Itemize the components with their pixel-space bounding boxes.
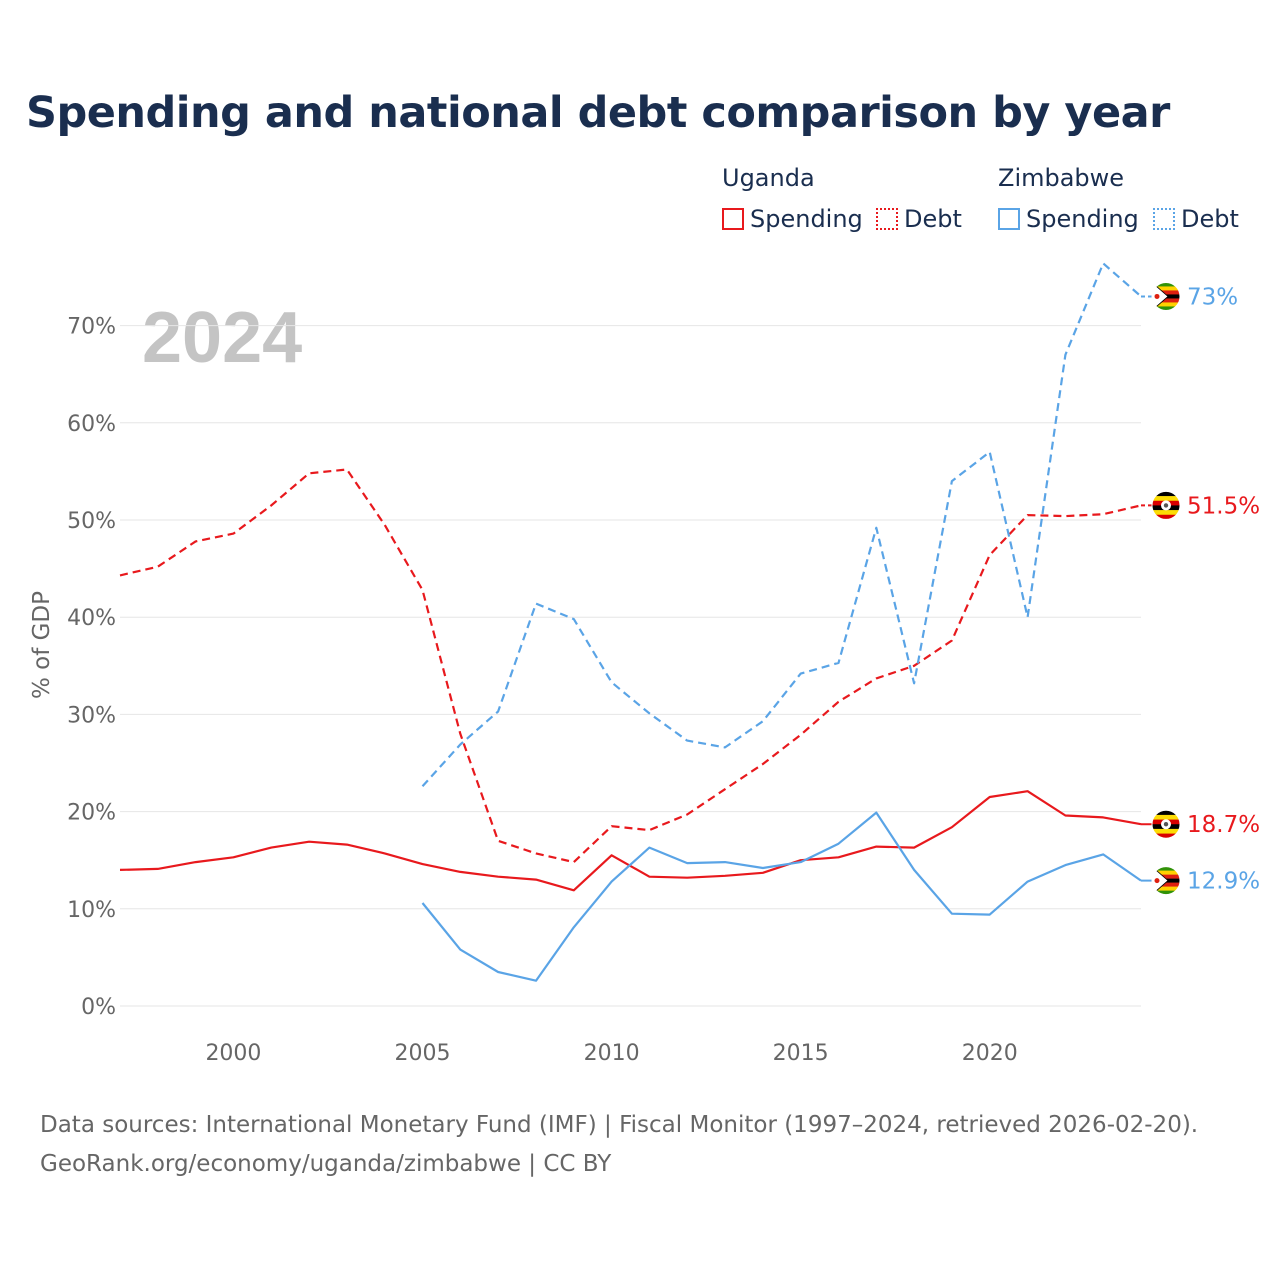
legend-swatch-solid-red <box>722 208 744 230</box>
y-tick-label: 60% <box>67 412 116 437</box>
zimbabwe-flag-icon <box>1151 281 1181 311</box>
data-source-note: Data sources: International Monetary Fun… <box>40 1112 1199 1138</box>
y-axis-label: % of GDP <box>29 591 55 699</box>
grid <box>120 325 1141 1007</box>
zimbabwe-flag-icon <box>1151 866 1181 896</box>
chart-title: Spending and national debt comparison by… <box>26 88 1170 138</box>
uganda-flag-icon <box>1151 490 1181 520</box>
series-line-uganda-spending <box>119 790 1142 892</box>
x-tick-label: 2005 <box>395 1041 451 1066</box>
x-tick-label: 2000 <box>205 1041 261 1066</box>
series-lines <box>119 262 1142 982</box>
legend-zimbabwe-debt[interactable]: Debt <box>1153 205 1239 233</box>
y-tick-label: 10% <box>67 898 116 923</box>
legend-zimbabwe-heading: Zimbabwe <box>998 164 1125 192</box>
series-line-zimbabwe-debt <box>421 262 1142 788</box>
source-link[interactable]: GeoRank.org/economy/uganda/zimbabwe | CC… <box>40 1151 612 1177</box>
x-tick-label: 2015 <box>773 1041 829 1066</box>
end-value-label: 73% <box>1187 284 1238 310</box>
end-value-label: 18.7% <box>1187 812 1260 838</box>
x-tick-label: 2010 <box>584 1041 640 1066</box>
y-tick-label: 30% <box>67 703 116 728</box>
x-tick-label: 2020 <box>962 1041 1018 1066</box>
legend-label: Debt <box>1181 205 1239 233</box>
legend-uganda-heading: Uganda <box>722 164 815 192</box>
legend-swatch-dotted-red <box>876 208 898 230</box>
series-line-uganda-debt <box>119 468 1142 864</box>
y-axis: 0% 10% 20% 30% 40% 50% 60% 70% <box>67 315 116 1020</box>
footer: Data sources: International Monetary Fun… <box>40 1106 1198 1184</box>
series-line-zimbabwe-spending <box>421 811 1142 982</box>
y-tick-label: 70% <box>67 315 116 340</box>
line-chart: 2024 0% 10% 20% 30% 40% 50% 60% 70% 2000 2005 201… <box>29 262 1260 1066</box>
y-tick-label: 20% <box>67 801 116 826</box>
legend-uganda-spending[interactable]: Spending <box>722 205 863 233</box>
y-tick-label: 0% <box>81 995 116 1020</box>
y-tick-label: 50% <box>67 509 116 534</box>
legend-uganda-debt[interactable]: Debt <box>876 205 962 233</box>
legend-label: Spending <box>1026 205 1139 233</box>
uganda-flag-icon <box>1151 809 1181 839</box>
legend-swatch-solid-blue <box>998 208 1020 230</box>
legend-label: Debt <box>904 205 962 233</box>
legend-swatch-dotted-blue <box>1153 208 1175 230</box>
legend-label: Spending <box>750 205 863 233</box>
end-value-label: 51.5% <box>1187 493 1260 519</box>
year-watermark: 2024 <box>142 298 302 378</box>
end-markers: 18.7% 51.5% 12.9% 73% <box>1141 281 1260 896</box>
x-axis: 2000 2005 2010 2015 2020 <box>205 1041 1017 1066</box>
legend-zimbabwe-spending[interactable]: Spending <box>998 205 1139 233</box>
end-value-label: 12.9% <box>1187 869 1260 895</box>
y-tick-label: 40% <box>67 606 116 631</box>
